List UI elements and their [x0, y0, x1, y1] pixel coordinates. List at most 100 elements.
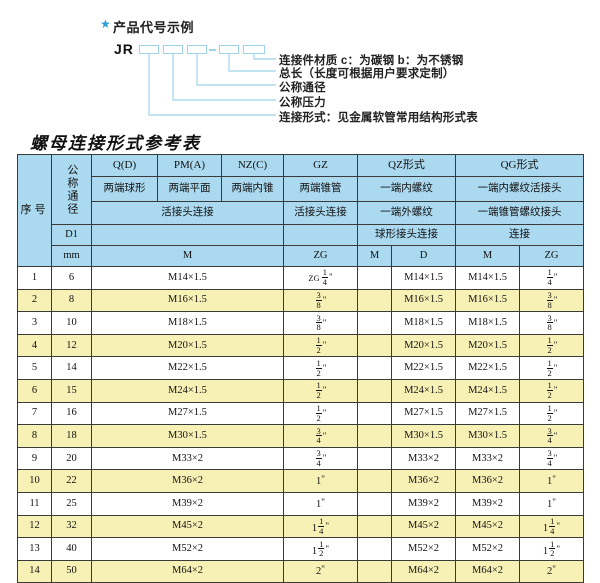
cell-thread-m: M24×1.5	[91, 378, 284, 403]
cell-seq: 5	[17, 356, 52, 380]
header-group-pma: PM(A)	[157, 154, 222, 177]
cell-qz-d: M14×1.5	[390, 266, 457, 290]
table-row: 4 12 M20×1.5 1 2 " M20×1.5 M20×1.5 1 2 "	[17, 333, 585, 358]
table-row: 12 32 M45×2 1 1 4 " M45×2 M45×2 1 1 4 "	[17, 514, 585, 539]
cell-seq: 11	[17, 491, 52, 516]
cell-nominal-diameter: 25	[51, 491, 92, 516]
header-qg-inner-thread-union: 一端内螺纹活接头	[455, 176, 585, 202]
cell-qz-d: M52×2	[390, 537, 457, 561]
cell-qz-d: M30×1.5	[390, 424, 457, 448]
annotation-connection-type: 连接形式：见金属软管常用结构形式表	[279, 112, 478, 124]
cell-nominal-diameter: 6	[51, 266, 92, 290]
cell-qg-zg: 1 2 "	[519, 401, 585, 426]
cell-nominal-diameter: 10	[51, 311, 92, 335]
cell-qz-d: M64×2	[390, 559, 457, 583]
cell-thread-m: M39×2	[91, 491, 284, 516]
code-box-5	[243, 45, 265, 54]
cell-gz-size: 3 4 "	[283, 446, 358, 471]
cell-qz-d: M27×1.5	[390, 401, 457, 426]
header-group-qz: QZ形式	[356, 154, 457, 177]
table-row: 13 40 M52×2 1 1 2 " M52×2 M52×2 1 1 2 "	[17, 537, 585, 561]
cell-gz-size: ZG 1 4 "	[283, 266, 358, 290]
legend-heading: 产品代号示例	[113, 20, 195, 35]
cell-qz-m	[357, 401, 392, 426]
header-blank-gz	[283, 224, 358, 246]
leader-lines	[148, 54, 276, 116]
cell-qz-m	[357, 469, 392, 493]
header-qd-end: 两端球形	[91, 176, 158, 202]
nut-connection-table: 序号 公称通径 Q(D) PM(A) NZ(C) GZ QZ形式 QG形式 两端…	[17, 154, 585, 583]
code-box-2	[163, 45, 183, 54]
cell-gz-size: 1 2 "	[283, 356, 358, 380]
star-icon: ★	[100, 17, 111, 31]
table-row: 6 15 M24×1.5 1 2 " M24×1.5 M24×1.5 1 2 "	[17, 378, 585, 403]
cell-seq: 8	[17, 424, 52, 448]
cell-qz-d: M45×2	[390, 514, 457, 539]
header-qg-connection: 连接	[455, 224, 585, 246]
table-row: 11 25 M39×2 1" M39×2 M39×2 1"	[17, 491, 585, 516]
cell-qg-zg: 1"	[519, 491, 585, 516]
annotation-nominal-diameter: 公称通径	[279, 82, 326, 94]
cell-qg-m: M14×1.5	[455, 266, 521, 290]
product-code-legend: ★ 产品代号示例 JR 连接件材质 c：为碳钢 b：为不锈钢 总长（长度可根据用…	[0, 0, 600, 128]
header-qz-ball-joint: 球形接头连接	[356, 224, 457, 246]
cell-qg-zg: 2"	[519, 559, 585, 583]
cell-qg-zg: 1 2 "	[519, 378, 585, 403]
cell-gz-size: 1 2 "	[283, 401, 358, 426]
cell-qz-m	[357, 446, 392, 471]
cell-thread-m: M20×1.5	[91, 333, 284, 358]
code-box-3	[187, 45, 207, 54]
header-qz-unit-m: M	[357, 245, 392, 267]
header-group-qg: QG形式	[455, 154, 585, 177]
cell-nominal-diameter: 8	[51, 288, 92, 313]
table-row: 2 8 M16×1.5 3 8 " M16×1.5 M16×1.5 3 8 "	[17, 288, 585, 313]
annotation-total-length: 总长（长度可根据用户要求定制）	[279, 68, 455, 80]
cell-qg-m: M27×1.5	[455, 401, 521, 426]
cell-seq: 1	[17, 266, 52, 290]
cell-qz-m	[357, 514, 392, 539]
cell-qg-m: M16×1.5	[455, 288, 521, 313]
table-row: 14 50 M64×2 2" M64×2 M64×2 2"	[17, 559, 585, 583]
header-pma-end: 两端平面	[157, 176, 222, 202]
table-row: 10 22 M36×2 1" M36×2 M36×2 1"	[17, 469, 585, 493]
cell-qz-m	[357, 424, 392, 448]
header-gz-union-connection: 活接头连接	[283, 201, 358, 225]
header-group-nzc: NZ(C)	[221, 154, 284, 177]
table-row: 3 10 M18×1.5 3 8 " M18×1.5 M18×1.5 3 8 "	[17, 311, 585, 335]
annotation-material: 连接件材质 c：为碳钢 b：为不锈钢	[279, 55, 464, 67]
product-code-prefix: JR	[114, 41, 134, 57]
cell-qg-zg: 1 2 "	[519, 333, 585, 358]
cell-nominal-diameter: 22	[51, 469, 92, 493]
cell-nominal-diameter: 20	[51, 446, 92, 471]
cell-qg-zg: 3 4 "	[519, 424, 585, 448]
cell-qz-d: M22×1.5	[390, 356, 457, 380]
cell-qz-m	[357, 356, 392, 380]
cell-seq: 7	[17, 401, 52, 426]
cell-qg-m: M20×1.5	[455, 333, 521, 358]
table-body: 1 6 M14×1.5 ZG 1 4 " M14×1.5 M14×1.5 1 4 " 2 8 M16×1.5…	[17, 266, 585, 583]
cell-gz-size: 3 8 "	[283, 311, 358, 335]
header-mm: mm	[51, 245, 92, 267]
cell-qg-m: M39×2	[455, 491, 521, 516]
cell-seq: 4	[17, 333, 52, 358]
cell-nominal-diameter: 32	[51, 514, 92, 539]
cell-gz-size: 1 1 4 "	[283, 514, 358, 539]
cell-gz-size: 3 4 "	[283, 424, 358, 448]
cell-qg-zg: 3 8 "	[519, 288, 585, 313]
header-gz-end: 两端锥管	[283, 176, 358, 202]
cell-seq: 14	[17, 559, 52, 583]
table-row: 8 18 M30×1.5 3 4 " M30×1.5 M30×1.5 3 4 "	[17, 424, 585, 448]
cell-gz-size: 1 1 2 "	[283, 537, 358, 561]
cell-seq: 3	[17, 311, 52, 335]
header-d1: D1	[51, 224, 92, 246]
cell-qg-zg: 1"	[519, 469, 585, 493]
cell-qz-d: M33×2	[390, 446, 457, 471]
cell-thread-m: M33×2	[91, 446, 284, 471]
header-qz-unit-d: D	[390, 245, 457, 267]
cell-thread-m: M16×1.5	[91, 288, 284, 313]
cell-thread-m: M36×2	[91, 469, 284, 493]
cell-seq: 2	[17, 288, 52, 313]
cell-qz-m	[357, 288, 392, 313]
cell-qg-zg: 1 4 "	[519, 266, 585, 290]
cell-nominal-diameter: 14	[51, 356, 92, 380]
